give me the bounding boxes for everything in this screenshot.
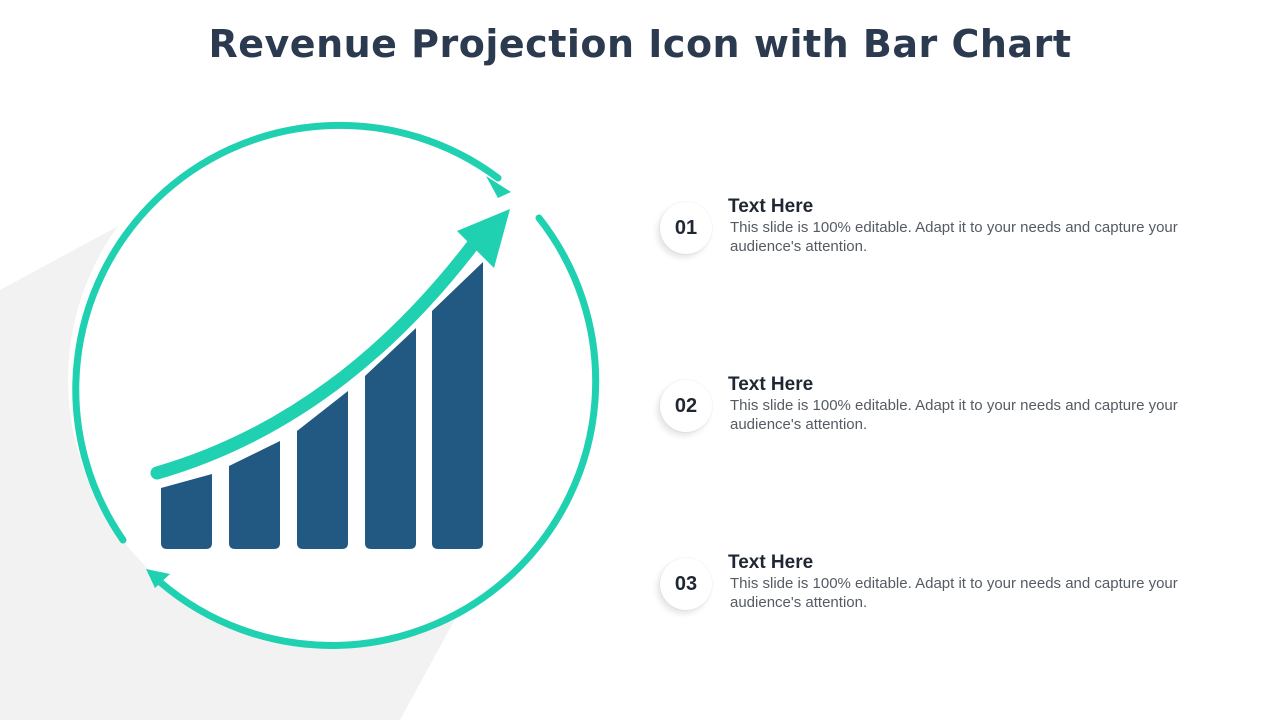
ring-arrowhead-top-icon: [486, 176, 511, 198]
list-item: 02 Text Here This slide is 100% editable…: [660, 374, 1220, 450]
item-number: 03: [674, 573, 698, 595]
number-badge: [660, 558, 712, 610]
item-body: This slide is 100% editable. Adapt it to…: [730, 397, 1178, 433]
item-body: This slide is 100% editable. Adapt it to…: [730, 575, 1178, 611]
bar-2: [229, 441, 280, 549]
growth-arrowhead-icon: [457, 209, 510, 268]
list-item: 03 Text Here This slide is 100% editable…: [660, 552, 1220, 628]
number-badge: [660, 202, 712, 254]
bar-3: [297, 391, 348, 549]
growth-arrow-line: [150, 235, 482, 480]
item-heading: Text Here: [728, 196, 814, 217]
item-heading: Text Here: [728, 374, 814, 395]
bar-5: [432, 262, 483, 549]
number-badge: [660, 380, 712, 432]
list-item: 01 Text Here This slide is 100% editable…: [660, 196, 1220, 272]
bar-4: [365, 328, 416, 549]
page-title: Revenue Projection Icon with Bar Chart: [208, 22, 1072, 66]
ring-arrowhead-bottom-icon: [146, 569, 170, 588]
item-number: 02: [674, 395, 698, 417]
bar-1: [161, 474, 212, 549]
item-heading: Text Here: [728, 552, 814, 573]
item-body: This slide is 100% editable. Adapt it to…: [730, 219, 1178, 255]
item-number: 01: [674, 217, 698, 239]
ring-arc-top: [72, 121, 502, 544]
ring-arc-bottom: [156, 214, 600, 649]
